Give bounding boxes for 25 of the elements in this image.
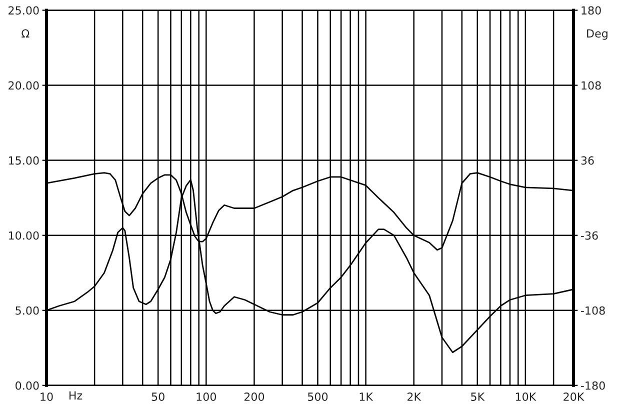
y-axis-title: Ω: [22, 29, 30, 38]
y-tick-label: 25.00: [8, 6, 39, 15]
y-tick-label: 20.00: [8, 81, 39, 90]
y2-tick-label: -36: [580, 231, 598, 240]
y2-axis-title: Deg: [587, 29, 608, 40]
y2-tick-label: 108: [582, 81, 601, 90]
x-tick-label: 10: [40, 392, 53, 401]
x-tick-label: 1K: [360, 392, 374, 401]
y2-tick-label: 180: [582, 6, 601, 15]
x-tick-label: 500: [308, 392, 328, 401]
x-tick-label: 2K: [407, 392, 422, 401]
y-tick-label: 5.00: [16, 306, 39, 315]
y2-tick-label: -108: [580, 306, 605, 315]
x-tick-label: 5K: [471, 392, 485, 401]
x-tick-label: 200: [244, 392, 264, 401]
y2-tick-label: 36: [581, 156, 594, 165]
y-tick-label: 10.00: [8, 231, 39, 240]
y-tick-label: 0.00: [16, 381, 39, 390]
x-tick-label: 10K: [516, 392, 536, 401]
x-tick-label: 20K: [564, 392, 584, 401]
x-tick-label: 100: [196, 392, 216, 401]
y2-tick-label: -180: [580, 381, 605, 390]
y-tick-label: 15.00: [8, 156, 39, 165]
x-tick-label: 50: [152, 392, 164, 401]
x-axis-title: Hz: [69, 391, 82, 400]
